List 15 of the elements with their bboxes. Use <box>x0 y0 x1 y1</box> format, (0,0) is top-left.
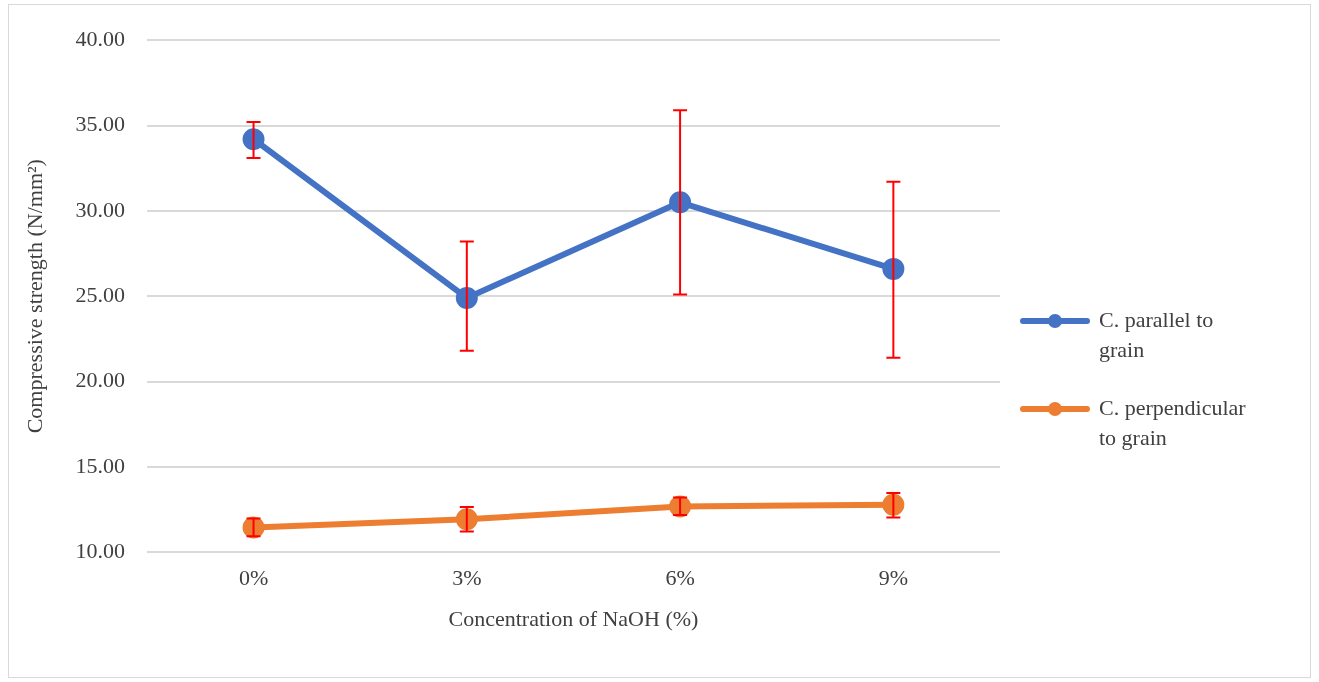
y-axis-title: Compressive strength (N/mm²) <box>21 159 47 434</box>
legend-label: C. parallel to grain <box>1099 306 1215 364</box>
y-tick-label: 35.00 <box>75 111 125 137</box>
x-tick-label: 6% <box>665 565 695 591</box>
y-tick-label: 30.00 <box>75 196 125 222</box>
y-tick-label: 40.00 <box>75 25 125 51</box>
y-tick-label: 20.00 <box>75 367 125 393</box>
x-tick-label: 3% <box>452 565 482 591</box>
y-tick-label: 10.00 <box>75 537 125 563</box>
x-tick-label: 9% <box>878 565 909 591</box>
legend-label: C. perpendicular to grain <box>1099 394 1247 452</box>
x-axis-title: Concentration of NaOH (%) <box>448 605 699 631</box>
y-tick-label: 15.00 <box>75 452 125 478</box>
y-tick-label: 25.00 <box>75 281 125 307</box>
x-tick-label: 0% <box>238 565 269 591</box>
